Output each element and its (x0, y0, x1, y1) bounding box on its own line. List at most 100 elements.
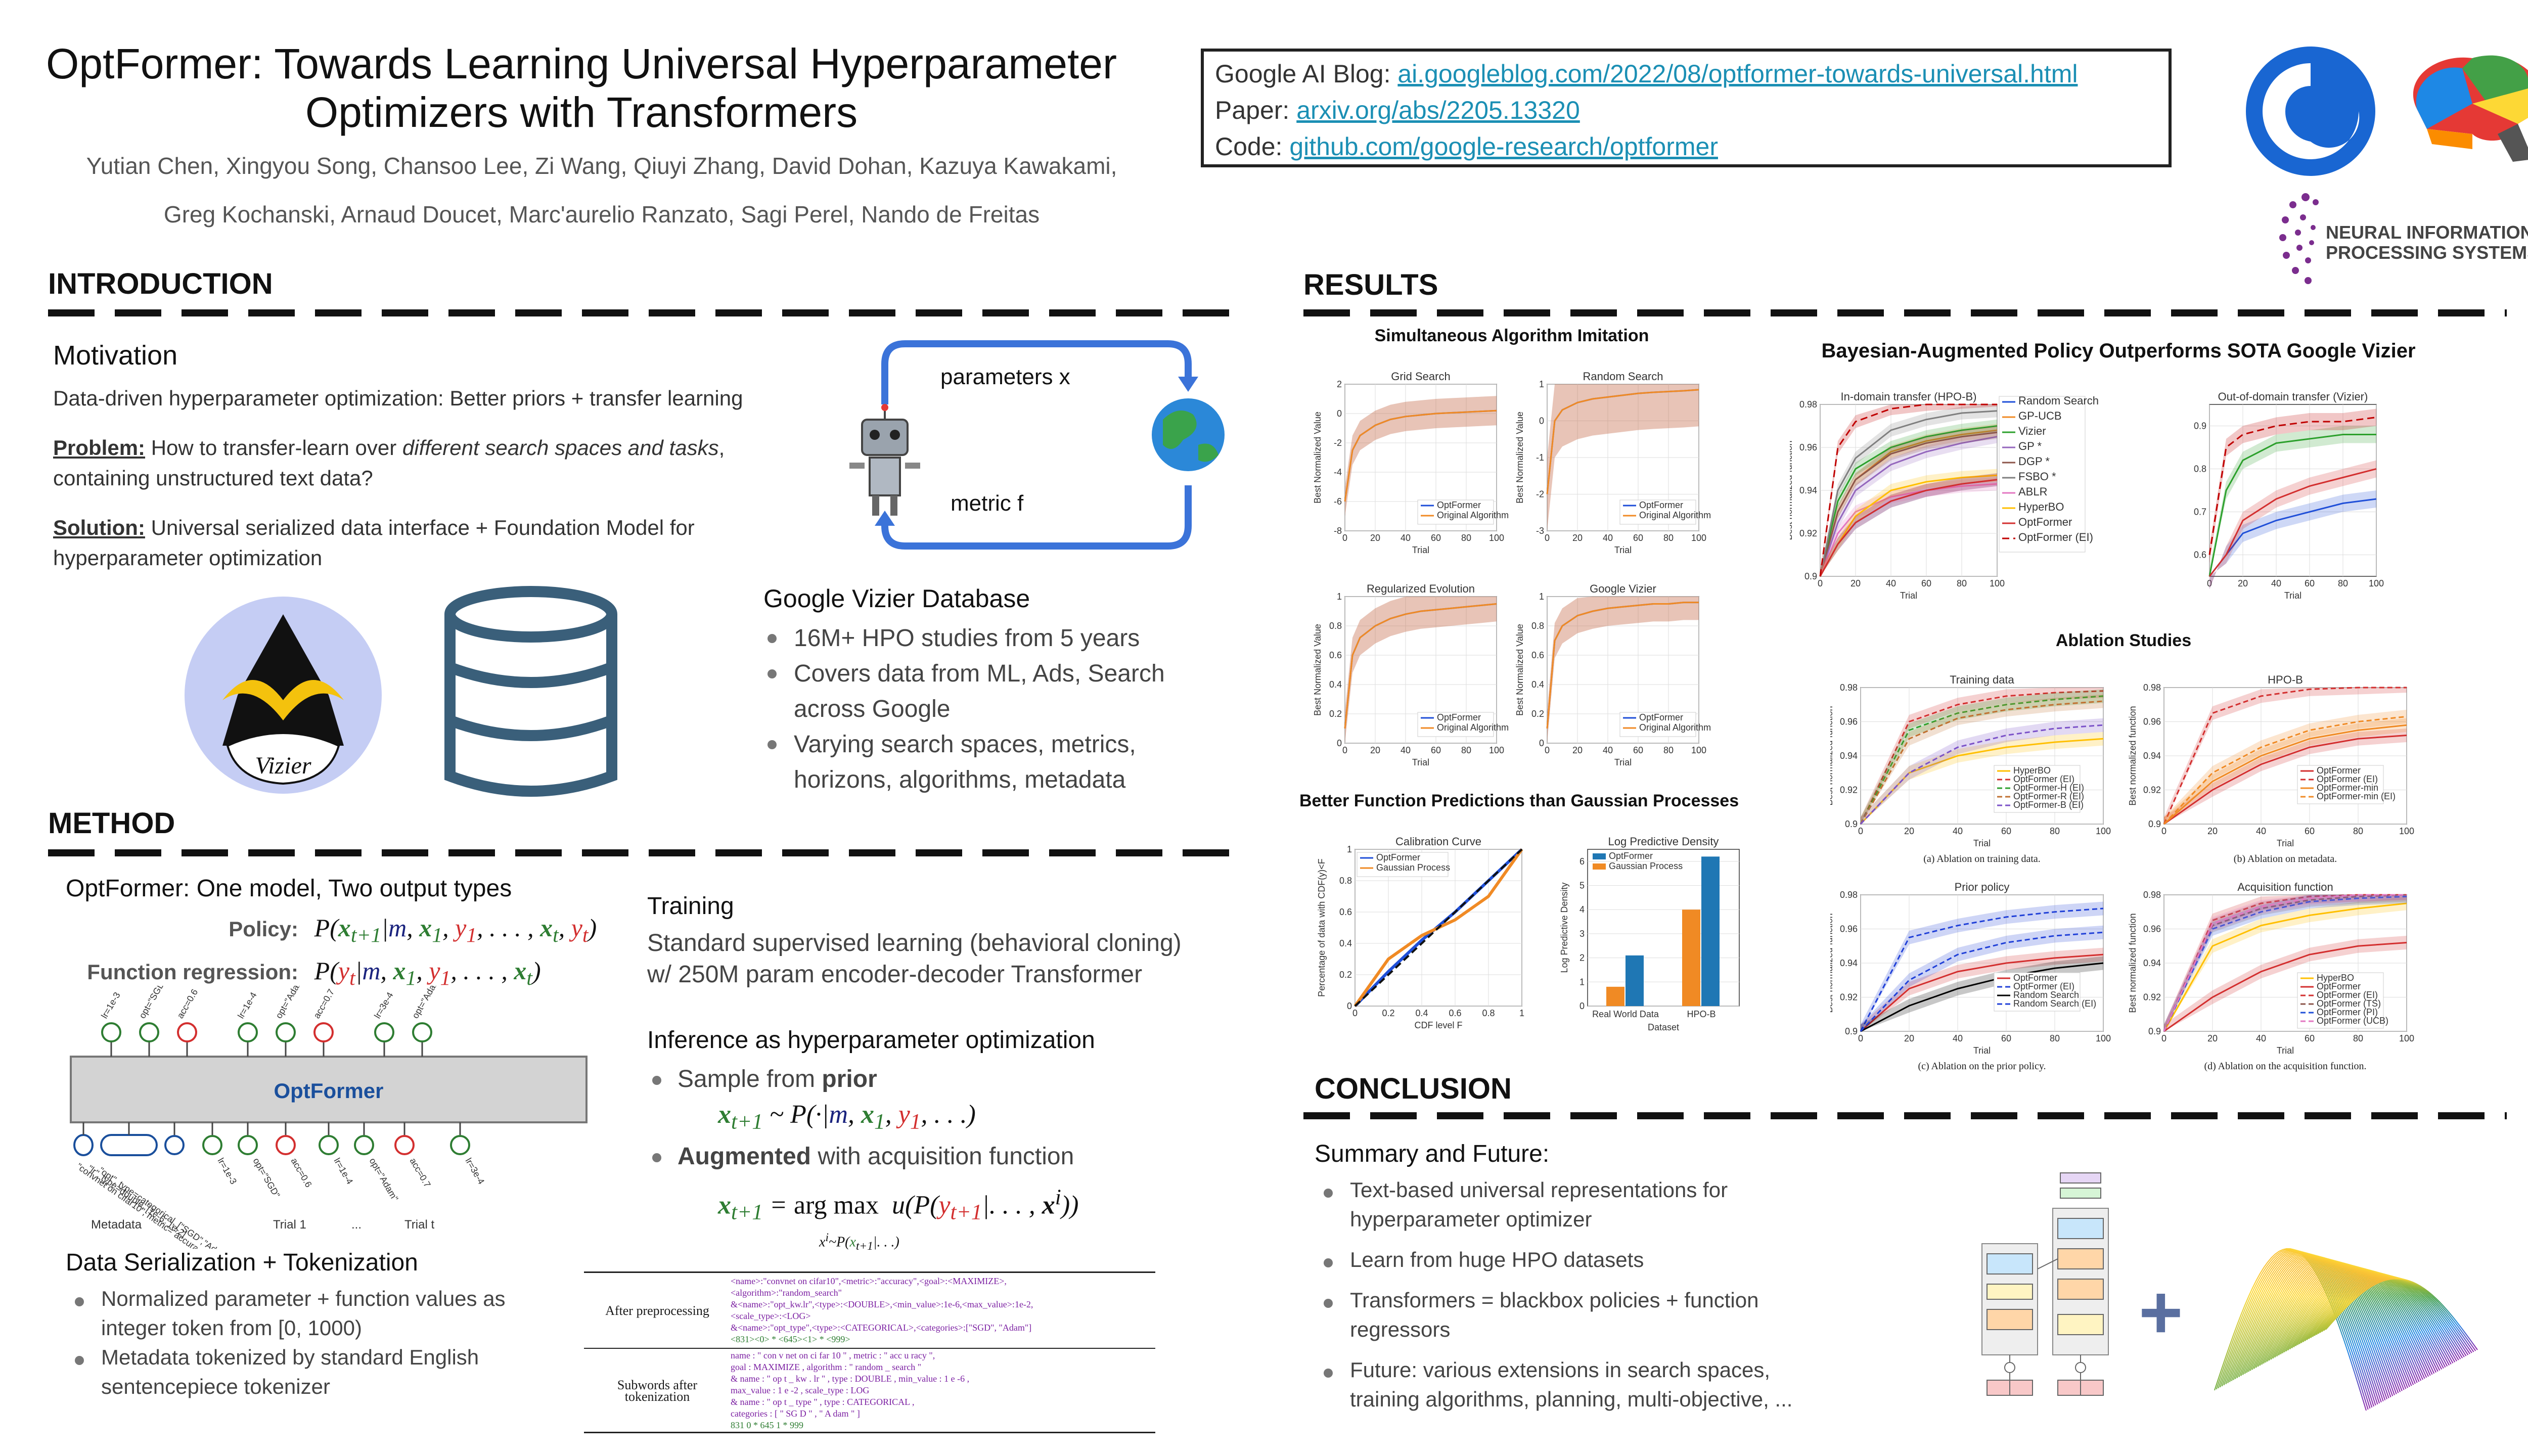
x-axis-label: Trial (1614, 757, 1632, 767)
series-line (1819, 403, 1997, 577)
x-axis-label: CDF level F (1414, 1020, 1462, 1030)
vizier-logo: Vizier (185, 597, 382, 794)
output-types: Policy: P(xt+1|m, x1, y1, . . . , xt, yt… (66, 910, 622, 996)
legend-label: OptFormer (TS) (2317, 998, 2381, 1009)
bayes-title: Bayesian-Augmented Policy Outperforms SO… (1821, 340, 2416, 362)
gp-title: Better Function Predictions than Gaussia… (1299, 791, 1739, 810)
chart-title: Regularized Evolution (1367, 582, 1475, 595)
x-tick-label: 60 (1633, 533, 1643, 543)
ablation-caption: (a) Ablation on training data. (1923, 853, 2041, 864)
legend-label: Vizier (2018, 425, 2046, 437)
db-item: across Google (794, 696, 951, 722)
axis-label: ... (351, 1218, 362, 1232)
y-tick-label: 0.9 (2148, 819, 2161, 829)
y-tick-label: -8 (1334, 526, 1342, 536)
x-tick-label: 100 (2399, 1033, 2414, 1043)
token-label: acc=0.6 (175, 987, 200, 1020)
y-tick-label: 5 (1579, 881, 1585, 891)
series-line (2163, 894, 2407, 1032)
x-tick-label: 60 (1921, 578, 1931, 588)
legend-label: Gaussian Process (1376, 862, 1450, 873)
series-line (1860, 700, 2104, 825)
x-tick-label: 0 (1545, 745, 1550, 755)
x-axis-label: Trial (1973, 838, 1991, 848)
series-band (2164, 936, 2407, 1031)
chart-title: Out-of-domain transfer (Vizier) (2218, 390, 2368, 403)
series-line (2163, 942, 2407, 1032)
motivation-heading: Motivation (53, 340, 178, 371)
legend-label: OptFormer-min (2317, 783, 2378, 793)
series-band (2164, 895, 2407, 1031)
chart-google-vizier: Google Vizier Trial Best Normalized Value 0… (1515, 582, 1711, 767)
legend-label: OptFormer (1639, 500, 1683, 510)
legend-label: OptFormer (EI) (2013, 774, 2074, 784)
y-axis-label: Best normalized function (2128, 706, 2138, 805)
legend-label: HyperBO (2317, 973, 2354, 983)
token-label: acc=0.7 (311, 987, 336, 1020)
output-token (238, 1022, 258, 1042)
x-tick-label: 100 (1990, 578, 2005, 588)
legend-label: OptFormer-R (EI) (2013, 791, 2084, 801)
series-band (1547, 384, 1699, 531)
legend-label: GP * (2018, 440, 2042, 452)
series-band (2209, 490, 2376, 589)
table-line: &<name>:"opt_kw.lr",<type>:<DOUBLE>,<min… (731, 1299, 1033, 1309)
ablation-charts: Training data Trial Best normalized functi… (1830, 673, 2414, 1072)
paper-link[interactable]: arxiv.org/abs/2205.13320 (1296, 96, 1580, 124)
token-label: lr=1e-3 (99, 990, 122, 1020)
series-band (2164, 718, 2407, 824)
series-band (1547, 597, 1699, 743)
y-tick-label: 0.6 (1329, 650, 1342, 660)
y-tick-label: 0.2 (1329, 709, 1342, 719)
series-band (1820, 419, 1997, 576)
table-line: goal : MAXIMIZE , algorithm : " random _… (731, 1362, 922, 1372)
plot-area (2209, 404, 2377, 577)
legend-label: OptFormer (1639, 712, 1683, 722)
y-tick-label: 0.94 (1840, 958, 1858, 968)
series-line (2208, 434, 2376, 577)
code-link-row: Code: github.com/google-research/optform… (1215, 132, 1718, 161)
poster-title: OptFormer: Towards Learning Universal Hy… (46, 40, 1117, 136)
y-axis-label: Best Normalized Value (1515, 412, 1525, 504)
legend-label: OptFormer-H (EI) (2013, 783, 2084, 793)
axis-label: Trial 1 (273, 1218, 306, 1232)
x-tick-label: 60 (2001, 1033, 2011, 1043)
links-box: Google AI Blog: ai.googleblog.com/2022/0… (1201, 49, 2172, 167)
ser-item: sentencepiece tokenizer (101, 1375, 330, 1398)
y-axis-label: Best Normalized Value (1313, 412, 1323, 504)
ser-item: Normalized parameter + function values a… (71, 1284, 576, 1313)
legend-label: OptFormer-min (EI) (2317, 791, 2396, 801)
method-subtitle: OptFormer: One model, Two output types (66, 875, 512, 902)
results-heading: RESULTS (1303, 268, 1438, 301)
db-list: 16M+ HPO studies from 5 years Covers dat… (763, 621, 1218, 798)
y-tick-label: 0.2 (1531, 709, 1544, 719)
chart-title: Log Predictive Density (1608, 835, 1719, 848)
db-item: Covers data from ML, Ads, Search (763, 656, 1218, 692)
x-tick-label: 80 (1663, 745, 1674, 755)
legend-label: OptFormer (PI) (2317, 1007, 2378, 1017)
chart-acquisition-function: Acquisition function Trial Best normalized… (2128, 881, 2414, 1056)
table-line: <algorithm>:"random_search" (731, 1288, 842, 1298)
table-line: & name : " op t _ kw . lr " , type : DOU… (731, 1374, 970, 1384)
x-tick-label: 20 (1370, 745, 1380, 755)
blog-link[interactable]: ai.googleblog.com/2022/08/optformer-towa… (1397, 60, 2078, 88)
token-label: opt="SGD" (137, 986, 168, 1020)
legend-label: ABLR (2018, 485, 2047, 498)
legend-label: OptFormer (1437, 712, 1481, 722)
y-tick-label: 1 (1347, 844, 1352, 854)
token-label: lr=1e-4 (332, 1156, 355, 1186)
conclusion-item: Transformers = blackbox policies + funct… (1320, 1286, 1926, 1315)
series-band (2209, 426, 2376, 576)
series-line (1819, 436, 1998, 577)
series-line (1860, 953, 2104, 1032)
x-tick-label: 100 (2096, 826, 2111, 836)
token-label: acc=0.6 (289, 1156, 314, 1189)
x-tick-label: 40 (1953, 1033, 1963, 1043)
x-axis-label: Trial (1973, 1045, 1991, 1056)
token-label: lr=1e-4 (236, 990, 259, 1020)
output-token (313, 1022, 334, 1042)
series-band (1820, 426, 1997, 576)
code-link[interactable]: github.com/google-research/optformer (1289, 132, 1718, 161)
x-axis-label: Trial (2277, 838, 2294, 848)
x-tick-label: 20 (1904, 1033, 1914, 1043)
